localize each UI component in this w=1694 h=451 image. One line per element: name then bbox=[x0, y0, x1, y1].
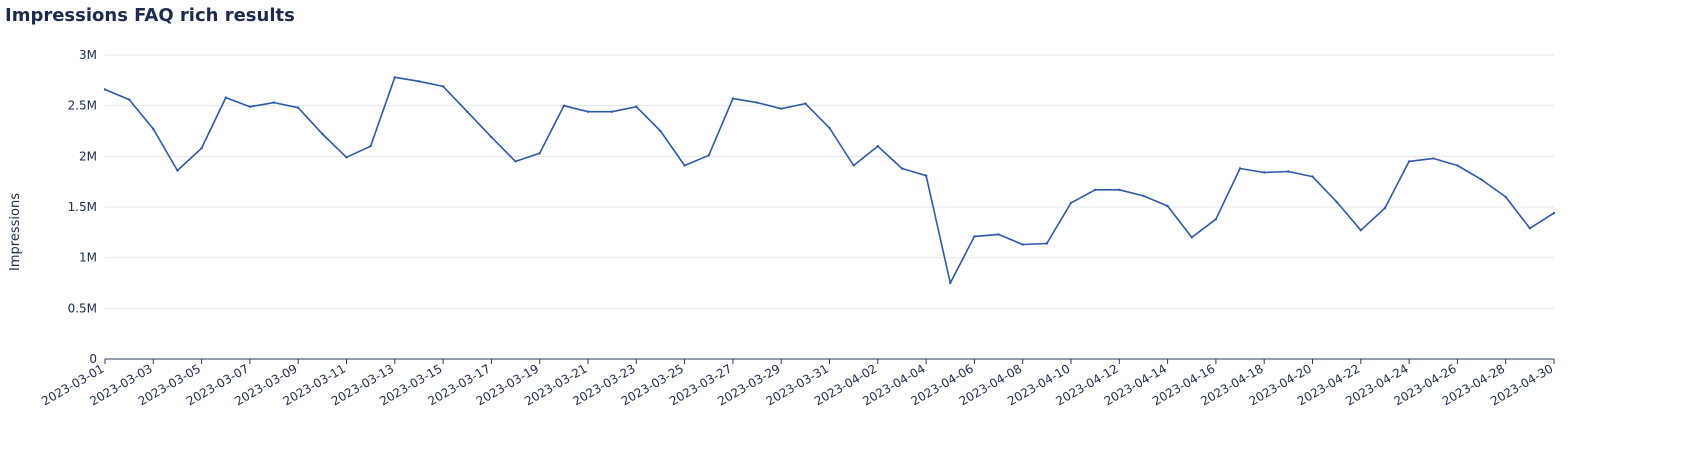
y-tick-label: 2.5M bbox=[68, 99, 97, 113]
data-point bbox=[804, 102, 807, 105]
data-point bbox=[176, 169, 179, 172]
data-point bbox=[417, 80, 421, 83]
data-point bbox=[514, 160, 517, 163]
data-point bbox=[441, 85, 445, 88]
data-point bbox=[828, 126, 831, 130]
data-point bbox=[1287, 170, 1290, 173]
data-point bbox=[1383, 206, 1387, 210]
data-point bbox=[1504, 195, 1507, 199]
data-point bbox=[659, 129, 662, 133]
data-point bbox=[200, 147, 203, 150]
data-point bbox=[369, 145, 372, 148]
data-point bbox=[683, 164, 686, 167]
data-point bbox=[248, 105, 252, 108]
data-point bbox=[224, 96, 227, 99]
data-point bbox=[1335, 200, 1338, 204]
data-point bbox=[1166, 204, 1169, 208]
data-point bbox=[393, 76, 396, 79]
data-point bbox=[562, 104, 566, 107]
data-point bbox=[1407, 160, 1411, 163]
y-tick-label: 3M bbox=[79, 48, 97, 62]
data-point bbox=[852, 164, 855, 167]
data-point bbox=[949, 281, 952, 285]
data-point bbox=[1069, 201, 1073, 205]
data-point bbox=[1214, 218, 1218, 221]
data-point bbox=[128, 98, 131, 101]
data-point bbox=[152, 127, 155, 131]
data-point bbox=[924, 174, 928, 177]
data-point bbox=[466, 110, 469, 113]
data-point bbox=[345, 156, 348, 159]
chart-title: Impressions FAQ rich results bbox=[5, 5, 295, 26]
data-point bbox=[1021, 243, 1024, 246]
data-point bbox=[1190, 236, 1194, 239]
data-point bbox=[610, 110, 614, 113]
y-tick-label: 0.5M bbox=[68, 301, 97, 315]
y-axis-label: Impressions bbox=[8, 193, 23, 271]
y-tick-label: 2M bbox=[79, 149, 97, 163]
data-point bbox=[272, 101, 276, 104]
data-point bbox=[586, 110, 590, 113]
series-line bbox=[104, 76, 1555, 284]
data-point bbox=[707, 154, 710, 157]
data-point bbox=[1238, 167, 1242, 170]
data-point bbox=[1263, 171, 1266, 174]
data-point bbox=[1045, 242, 1049, 245]
data-point bbox=[900, 167, 904, 170]
data-point bbox=[490, 135, 493, 139]
y-tick-label: 0 bbox=[89, 352, 97, 366]
data-point bbox=[1456, 164, 1459, 167]
data-point bbox=[780, 107, 783, 110]
data-point bbox=[635, 105, 638, 108]
data-point bbox=[1311, 175, 1314, 178]
gridlines bbox=[105, 54, 1554, 309]
x-axis-ticks: 2023-03-012023-03-032023-03-052023-03-07… bbox=[39, 359, 1556, 408]
series-group bbox=[103, 76, 1556, 285]
data-point bbox=[1480, 178, 1483, 181]
data-point bbox=[1359, 229, 1363, 232]
data-point bbox=[876, 145, 879, 148]
data-point bbox=[321, 132, 324, 136]
data-point bbox=[755, 101, 759, 104]
data-point bbox=[1432, 157, 1435, 160]
data-point bbox=[731, 97, 735, 100]
data-point bbox=[1118, 188, 1121, 191]
data-point bbox=[1094, 188, 1097, 191]
y-axis-ticks: 0 0.5M 1M 1.5M 2M 2.5M 3M bbox=[68, 48, 97, 366]
data-point bbox=[1552, 211, 1556, 215]
data-point bbox=[103, 88, 107, 91]
y-tick-label: 1M bbox=[79, 251, 97, 265]
y-tick-label: 1.5M bbox=[68, 200, 97, 214]
data-point bbox=[538, 152, 541, 155]
data-point bbox=[973, 235, 976, 238]
data-point bbox=[1142, 194, 1145, 198]
data-point bbox=[1528, 227, 1532, 230]
data-point bbox=[997, 233, 1000, 236]
data-point bbox=[297, 106, 300, 109]
